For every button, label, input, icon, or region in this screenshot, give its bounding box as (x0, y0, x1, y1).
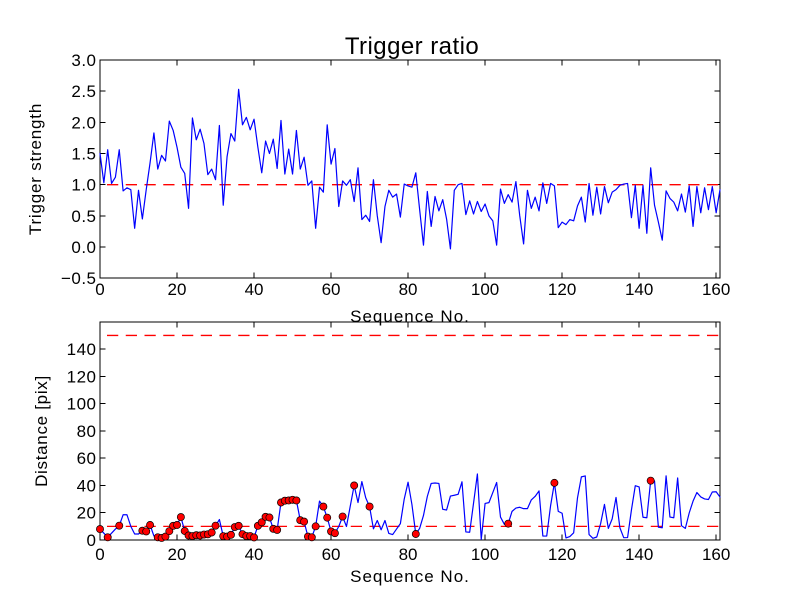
svg-text:140: 140 (625, 280, 653, 299)
svg-text:100: 100 (471, 545, 499, 564)
svg-text:120: 120 (548, 280, 576, 299)
svg-text:0.5: 0.5 (71, 207, 96, 226)
svg-text:60: 60 (322, 545, 341, 564)
svg-text:80: 80 (399, 545, 418, 564)
svg-text:160: 160 (702, 280, 730, 299)
svg-text:20: 20 (168, 280, 187, 299)
svg-text:Sequence No.: Sequence No. (350, 567, 470, 586)
svg-text:140: 140 (625, 545, 653, 564)
svg-text:100: 100 (67, 395, 97, 414)
svg-text:20: 20 (77, 504, 97, 523)
svg-text:Distance [pix]: Distance [pix] (32, 375, 51, 487)
svg-text:40: 40 (245, 280, 264, 299)
svg-text:3.0: 3.0 (71, 51, 96, 70)
svg-text:0: 0 (95, 280, 104, 299)
svg-text:40: 40 (77, 476, 97, 495)
svg-text:Trigger ratio: Trigger ratio (345, 33, 479, 60)
svg-text:−0.5: −0.5 (61, 269, 97, 288)
svg-text:120: 120 (548, 545, 576, 564)
svg-text:100: 100 (471, 280, 499, 299)
svg-text:60: 60 (322, 280, 341, 299)
svg-text:Trigger strength: Trigger strength (26, 103, 45, 235)
svg-text:60: 60 (77, 449, 97, 468)
svg-text:1.5: 1.5 (71, 145, 96, 164)
svg-text:1.0: 1.0 (71, 176, 96, 195)
svg-text:40: 40 (245, 545, 264, 564)
svg-text:120: 120 (67, 367, 97, 386)
svg-text:0: 0 (95, 545, 104, 564)
svg-text:160: 160 (702, 545, 730, 564)
svg-text:80: 80 (399, 280, 418, 299)
svg-text:Sequence No.: Sequence No. (350, 307, 470, 326)
svg-text:2.0: 2.0 (71, 113, 96, 132)
svg-text:140: 140 (67, 340, 97, 359)
svg-text:2.5: 2.5 (71, 82, 96, 101)
svg-text:0: 0 (87, 531, 97, 550)
svg-text:80: 80 (77, 422, 97, 441)
svg-text:20: 20 (168, 545, 187, 564)
svg-text:0.0: 0.0 (71, 238, 96, 257)
